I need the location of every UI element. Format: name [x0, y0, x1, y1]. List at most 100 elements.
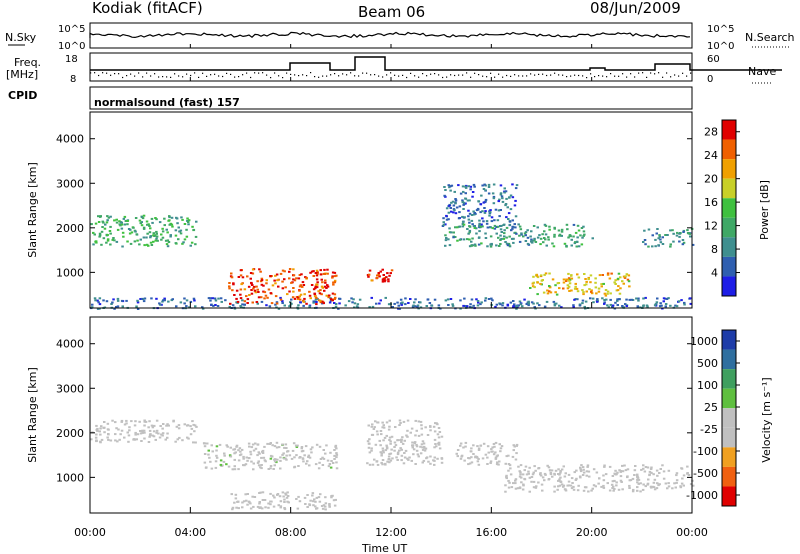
data-cell	[269, 454, 273, 457]
data-cell	[417, 455, 420, 458]
data-cell	[443, 186, 446, 188]
data-cell	[603, 292, 607, 295]
data-cell	[436, 433, 440, 436]
data-cell	[537, 481, 540, 484]
data-cell	[606, 482, 609, 485]
data-cell	[576, 236, 579, 239]
data-cell	[113, 219, 116, 222]
data-cell	[558, 304, 561, 307]
data-cell	[378, 439, 381, 442]
data-cell	[419, 301, 422, 304]
data-cell	[614, 279, 617, 282]
data-cell	[327, 296, 330, 299]
data-cell	[324, 279, 327, 282]
data-cell	[493, 445, 496, 448]
data-cell	[351, 301, 354, 304]
data-cell	[128, 429, 131, 432]
data-cell	[311, 500, 315, 503]
data-cell	[320, 300, 324, 303]
data-cell	[387, 455, 391, 458]
data-cell	[625, 298, 628, 301]
data-region	[230, 491, 337, 511]
data-cell	[615, 481, 618, 484]
data-cell	[549, 472, 553, 474]
data-cell	[468, 199, 471, 202]
x-tick-label: 00:00	[676, 526, 708, 539]
data-cell	[250, 289, 253, 291]
data-cell	[323, 268, 326, 271]
data-cell	[493, 224, 497, 227]
data-cell	[605, 298, 608, 301]
data-cell	[539, 282, 542, 285]
data-cell	[216, 305, 220, 307]
data-cell	[470, 240, 473, 243]
data-cell	[516, 487, 520, 490]
data-cell	[644, 485, 647, 488]
data-cell	[469, 188, 472, 191]
data-cell	[415, 429, 418, 432]
data-cell	[152, 430, 156, 433]
data-cell	[470, 447, 473, 450]
data-cell	[618, 298, 621, 301]
y-tick-label: 4000	[56, 338, 84, 351]
data-cell	[176, 438, 179, 441]
data-cell	[491, 446, 494, 449]
data-cell	[473, 212, 476, 214]
nave-dot	[534, 74, 536, 76]
data-cell	[494, 305, 497, 308]
data-cell	[429, 462, 432, 465]
data-cell	[566, 228, 569, 231]
nave-dot	[614, 75, 616, 77]
data-cell	[138, 243, 141, 246]
data-cell	[558, 234, 561, 237]
data-cell	[433, 456, 436, 459]
nsky-tick-high: 10^5	[58, 24, 85, 35]
data-cell	[434, 422, 437, 425]
data-cell	[636, 481, 639, 484]
data-cell	[479, 203, 483, 206]
data-cell	[175, 425, 179, 428]
data-cell	[286, 293, 289, 296]
data-cell	[591, 297, 595, 300]
data-cell	[433, 438, 437, 441]
data-region	[366, 419, 444, 466]
data-cell	[263, 499, 267, 501]
data-cell	[613, 472, 616, 475]
data-cell	[456, 449, 460, 451]
data-cell	[298, 456, 301, 459]
data-cell	[390, 448, 393, 451]
data-cell	[385, 444, 388, 447]
data-cell	[292, 287, 295, 289]
data-cell	[490, 297, 493, 300]
nave-dot	[218, 75, 220, 77]
data-cell	[136, 433, 140, 436]
nave-dot	[550, 74, 552, 76]
data-cell	[322, 449, 325, 451]
colorbar-frame	[721, 329, 737, 507]
data-cell	[283, 446, 286, 449]
data-cell	[570, 477, 574, 480]
data-cell	[194, 243, 197, 246]
data-cell	[219, 463, 223, 466]
data-cell	[299, 301, 302, 304]
data-cell	[261, 450, 264, 453]
data-cell	[136, 308, 140, 310]
nave-tick-high: 60	[707, 54, 720, 65]
data-cell	[559, 470, 562, 472]
nave-dot	[246, 72, 248, 74]
data-cell	[246, 298, 250, 301]
data-cell	[421, 448, 425, 451]
data-cell	[532, 225, 536, 227]
data-cell	[260, 283, 264, 286]
data-cell	[582, 234, 585, 237]
data-cell	[193, 299, 196, 302]
nave-dot	[298, 75, 300, 77]
data-cell	[603, 465, 606, 468]
data-cell	[459, 444, 462, 447]
data-cell	[559, 471, 562, 474]
data-region	[442, 223, 594, 248]
data-cell	[381, 426, 384, 429]
data-cell	[302, 300, 306, 303]
data-cell	[399, 447, 402, 450]
data-cell	[94, 222, 98, 225]
